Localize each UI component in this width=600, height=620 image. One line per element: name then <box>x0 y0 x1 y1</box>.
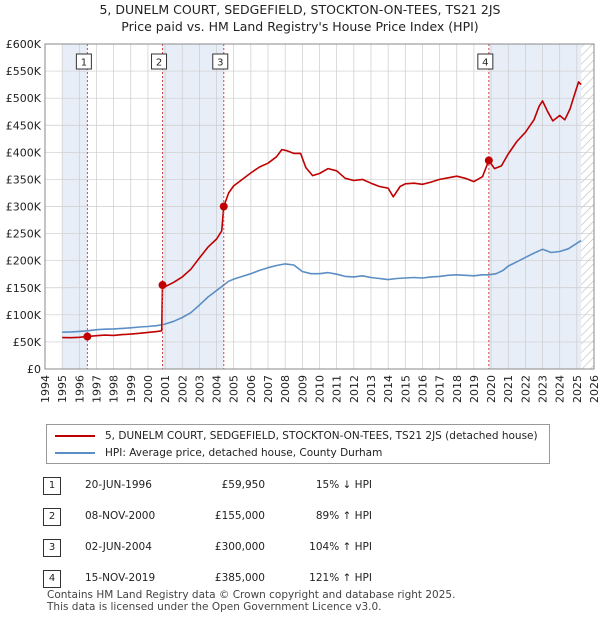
sale-badge-label-1: 1 <box>81 58 87 69</box>
legend-item-hpi: HPI: Average price, detached house, Coun… <box>55 445 382 461</box>
sale-hpi-change: 121% ↑ HPI <box>309 572 372 584</box>
sale-point-1 <box>83 332 92 341</box>
y-tick-label: £150K <box>6 282 42 295</box>
x-tick-label: 2009 <box>296 375 309 403</box>
x-tick-label: 2001 <box>159 375 172 403</box>
sale-price: £300,000 <box>214 541 265 553</box>
series-line-property <box>62 81 582 339</box>
y-tick-label: £100K <box>6 309 42 322</box>
sale-hpi-change: 15% ↓ HPI <box>315 479 372 491</box>
price-chart: 1 2 3 4 1994 1995 1996 1997 1998 1999 2000 2001 200… <box>6 38 600 403</box>
sale-number-badge: 1 <box>43 477 61 495</box>
x-tick-label: 2013 <box>365 375 378 403</box>
x-tick-label: 2014 <box>382 375 395 403</box>
sale-number-badge: 3 <box>43 539 61 557</box>
chart-subtitle: Price paid vs. HM Land Registry's House … <box>121 19 479 34</box>
x-tick-label: 2016 <box>416 375 429 403</box>
x-tick-label: 2023 <box>537 375 550 403</box>
y-tick-label: £500K <box>6 92 42 105</box>
plot-border <box>44 43 595 370</box>
footer-licence: This data is licensed under the Open Gov… <box>47 601 382 613</box>
x-tick-label: 1998 <box>108 375 121 403</box>
x-tick-label: 2026 <box>588 375 600 403</box>
sale-date: 08-NOV-2000 <box>85 510 156 522</box>
x-tick-label: 2008 <box>279 375 292 403</box>
sale-date: 02-JUN-2004 <box>85 541 152 553</box>
sale-date: 20-JUN-1996 <box>85 479 152 491</box>
sale-point-3 <box>219 202 228 211</box>
x-tick-label: 2011 <box>331 375 344 403</box>
sale-badge-label-2: 2 <box>156 58 162 69</box>
x-tick-label: 2015 <box>399 375 412 403</box>
y-tick-label: £0 <box>27 363 41 376</box>
sale-row: 2 08-NOV-2000 £155,000 89% ↑ HPI <box>0 508 600 530</box>
legend-swatch-property <box>55 435 95 437</box>
x-tick-label: 2012 <box>348 375 361 403</box>
x-tick-label: 1996 <box>73 375 86 403</box>
y-tick-label: £300K <box>6 201 42 214</box>
x-tick-label: 2000 <box>142 375 155 403</box>
x-tick-label: 2002 <box>176 375 189 403</box>
sale-badge-label-4: 4 <box>482 58 488 69</box>
y-tick-label: £450K <box>6 119 42 132</box>
x-tick-label: 2017 <box>434 375 447 403</box>
x-tick-label: 2018 <box>451 375 464 403</box>
sale-number-badge: 4 <box>43 570 61 588</box>
sale-point-2 <box>158 281 167 290</box>
legend-swatch-hpi <box>55 452 95 454</box>
sale-row: 4 15-NOV-2019 £385,000 121% ↑ HPI <box>0 570 600 592</box>
sale-badge-2 <box>151 53 168 70</box>
legend-label-hpi: HPI: Average price, detached house, Coun… <box>105 447 383 459</box>
chart-title-address: 5, DUNELM COURT, SEDGEFIELD, STOCKTON-ON… <box>99 2 501 17</box>
sale-hpi-change: 104% ↑ HPI <box>309 541 372 553</box>
sale-price: £59,950 <box>221 479 265 491</box>
sale-badge-4 <box>477 53 494 70</box>
sale-row: 3 02-JUN-2004 £300,000 104% ↑ HPI <box>0 539 600 561</box>
sale-price: £155,000 <box>214 510 265 522</box>
y-tick-label: £250K <box>6 228 42 241</box>
x-tick-label: 2025 <box>571 375 584 403</box>
series-line-hpi <box>62 239 582 333</box>
sale-badge-1 <box>75 53 92 70</box>
legend-label-property: 5, DUNELM COURT, SEDGEFIELD, STOCKTON-ON… <box>105 430 538 442</box>
x-tick-label: 2006 <box>245 375 258 403</box>
sale-price: £385,000 <box>214 572 265 584</box>
legend-item-property: 5, DUNELM COURT, SEDGEFIELD, STOCKTON-ON… <box>55 428 538 444</box>
y-tick-label: £600K <box>6 38 42 51</box>
x-tick-label: 2022 <box>519 375 532 403</box>
sale-badge-label-3: 3 <box>217 58 223 69</box>
y-tick-label: £50K <box>13 336 42 349</box>
y-tick-label: £400K <box>6 146 42 159</box>
sale-hpi-change: 89% ↑ HPI <box>315 510 372 522</box>
x-tick-label: 1997 <box>90 375 103 403</box>
x-tick-label: 2019 <box>468 375 481 403</box>
y-tick-label: £350K <box>6 173 42 186</box>
x-tick-label: 2007 <box>262 375 275 403</box>
sale-date: 15-NOV-2019 <box>85 572 156 584</box>
sale-badge-3 <box>212 53 229 70</box>
sale-number-badge: 2 <box>43 508 61 526</box>
chart-legend: 5, DUNELM COURT, SEDGEFIELD, STOCKTON-ON… <box>46 424 550 464</box>
x-tick-label: 1994 <box>39 375 52 403</box>
sale-row: 1 20-JUN-1996 £59,950 15% ↓ HPI <box>0 477 600 499</box>
y-tick-label: £200K <box>6 255 42 268</box>
x-tick-label: 2020 <box>485 375 498 403</box>
x-tick-label: 2005 <box>228 375 241 403</box>
x-tick-label: 2021 <box>502 375 515 403</box>
footer-copyright: Contains HM Land Registry data © Crown c… <box>47 589 456 601</box>
sale-point-4 <box>484 156 493 165</box>
y-tick-label: £550K <box>6 65 42 78</box>
x-tick-label: 2010 <box>314 375 327 403</box>
x-tick-label: 2024 <box>554 375 567 403</box>
x-tick-label: 2004 <box>211 375 224 403</box>
x-tick-label: 1995 <box>56 375 69 403</box>
x-tick-label: 2003 <box>193 375 206 403</box>
x-tick-label: 1999 <box>125 375 138 403</box>
